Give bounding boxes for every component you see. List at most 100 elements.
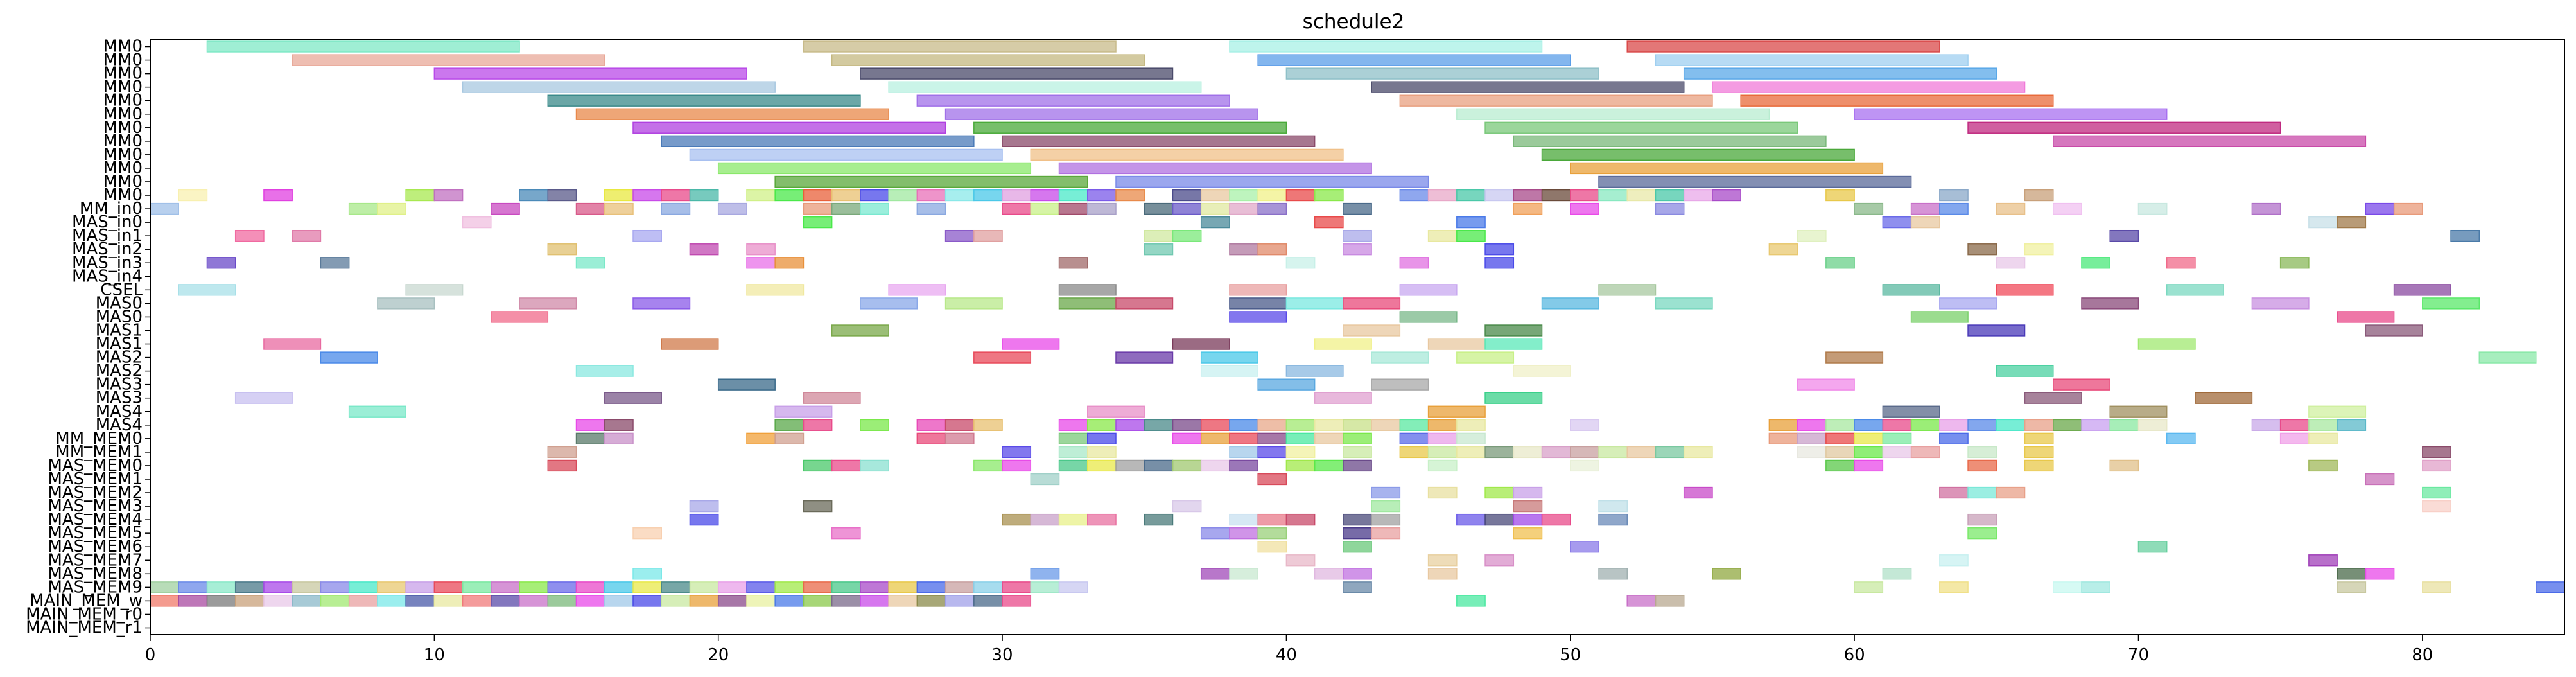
task-bar bbox=[575, 419, 605, 431]
task-bar bbox=[2251, 202, 2281, 215]
task-bar bbox=[1399, 432, 1429, 445]
task-bar bbox=[803, 40, 1117, 53]
task-bar bbox=[1683, 486, 1713, 499]
task-bar bbox=[547, 595, 577, 607]
task-bar bbox=[944, 108, 1258, 120]
task-bar bbox=[1456, 446, 1486, 459]
task-bar bbox=[292, 595, 322, 607]
task-bar bbox=[1058, 202, 1088, 215]
task-bar bbox=[661, 338, 719, 350]
task-bar bbox=[2053, 135, 2367, 148]
task-bar bbox=[2422, 486, 2451, 499]
task-bar bbox=[1285, 297, 1344, 310]
task-bar bbox=[1797, 229, 1827, 242]
task-bar bbox=[2137, 202, 2168, 215]
task-bar bbox=[1343, 568, 1372, 580]
task-bar bbox=[1200, 189, 1230, 202]
task-bar bbox=[1570, 202, 1599, 215]
task-bar bbox=[1314, 459, 1344, 472]
task-bar bbox=[944, 229, 975, 242]
task-bar bbox=[1285, 189, 1316, 202]
task-bar bbox=[1115, 297, 1174, 310]
task-bar bbox=[575, 595, 605, 607]
task-bar bbox=[1285, 432, 1316, 445]
task-bar bbox=[234, 229, 265, 242]
task-bar bbox=[1967, 419, 1997, 431]
task-bar bbox=[462, 81, 776, 93]
task-bar bbox=[1967, 446, 1997, 459]
task-bar bbox=[150, 595, 179, 607]
task-bar bbox=[1825, 419, 1855, 431]
task-bar bbox=[1399, 311, 1458, 323]
task-bar bbox=[2081, 581, 2110, 593]
task-bar bbox=[1456, 595, 1486, 607]
task-bar bbox=[1484, 513, 1515, 526]
task-bar bbox=[2024, 419, 2054, 431]
task-bar bbox=[689, 243, 719, 256]
task-bar bbox=[1172, 202, 1202, 215]
task-bar bbox=[1229, 243, 1258, 256]
task-bar bbox=[1172, 338, 1230, 350]
task-bar bbox=[405, 189, 435, 202]
y-tick-label: MM0 bbox=[103, 132, 143, 151]
task-bar bbox=[2053, 202, 2082, 215]
task-bar bbox=[860, 459, 889, 472]
task-bar bbox=[1115, 351, 1174, 364]
task-bar bbox=[519, 189, 549, 202]
task-bar bbox=[1058, 581, 1088, 593]
y-tick-label: MAS_in4 bbox=[72, 267, 143, 286]
task-bar bbox=[1996, 486, 2026, 499]
task-bar bbox=[1570, 162, 1884, 175]
task-bar bbox=[348, 202, 378, 215]
task-bar bbox=[1882, 216, 1912, 229]
task-bar bbox=[1513, 527, 1543, 540]
task-bar bbox=[2279, 419, 2310, 431]
task-bar bbox=[1257, 513, 1287, 526]
task-bar bbox=[746, 257, 776, 269]
task-bar bbox=[1513, 513, 1543, 526]
task-bar bbox=[888, 284, 946, 296]
y-tick-label: MAS3 bbox=[96, 375, 143, 394]
task-bar bbox=[1939, 432, 1969, 445]
task-bar bbox=[803, 202, 833, 215]
x-tick-label: 70 bbox=[2128, 646, 2149, 665]
task-bar bbox=[1854, 446, 1884, 459]
task-bar bbox=[1655, 54, 1969, 66]
y-tick-label: MAIN_MEM_r0 bbox=[26, 604, 143, 624]
task-bar bbox=[1200, 351, 1258, 364]
task-bar bbox=[860, 67, 1174, 80]
task-bar bbox=[1314, 432, 1344, 445]
y-tick-label: MAS_MEM9 bbox=[48, 577, 143, 597]
task-bar bbox=[1399, 257, 1429, 269]
y-tick-label: MM0 bbox=[103, 159, 143, 178]
task-bar bbox=[1257, 419, 1287, 431]
task-bar bbox=[944, 432, 975, 445]
task-bar bbox=[689, 189, 719, 202]
task-bar bbox=[803, 595, 833, 607]
task-bar bbox=[2053, 419, 2082, 431]
y-tick-label: MAS_MEM8 bbox=[48, 564, 143, 583]
task-bar bbox=[2337, 419, 2367, 431]
task-bar bbox=[491, 311, 549, 323]
task-bar bbox=[746, 432, 776, 445]
task-bar bbox=[2024, 392, 2082, 404]
task-bar bbox=[661, 202, 691, 215]
x-tick-label: 0 bbox=[145, 646, 156, 665]
task-bar bbox=[1257, 189, 1287, 202]
y-tick-label: MAS1 bbox=[96, 335, 143, 354]
y-tick-label: MM0 bbox=[103, 91, 143, 110]
task-bar bbox=[1513, 189, 1543, 202]
task-bar bbox=[1058, 432, 1088, 445]
task-bar bbox=[1030, 148, 1344, 161]
task-bar bbox=[1257, 202, 1287, 215]
task-bar bbox=[1030, 202, 1060, 215]
task-bar bbox=[2393, 284, 2451, 296]
y-tick-label: MAS_MEM0 bbox=[48, 456, 143, 475]
task-bar bbox=[1882, 446, 1912, 459]
task-bar bbox=[547, 459, 577, 472]
y-tick-label: MM_MEM0 bbox=[55, 429, 143, 448]
task-bar bbox=[1484, 446, 1515, 459]
task-bar bbox=[2422, 581, 2451, 593]
task-bar bbox=[632, 581, 662, 593]
task-bar bbox=[2081, 419, 2110, 431]
